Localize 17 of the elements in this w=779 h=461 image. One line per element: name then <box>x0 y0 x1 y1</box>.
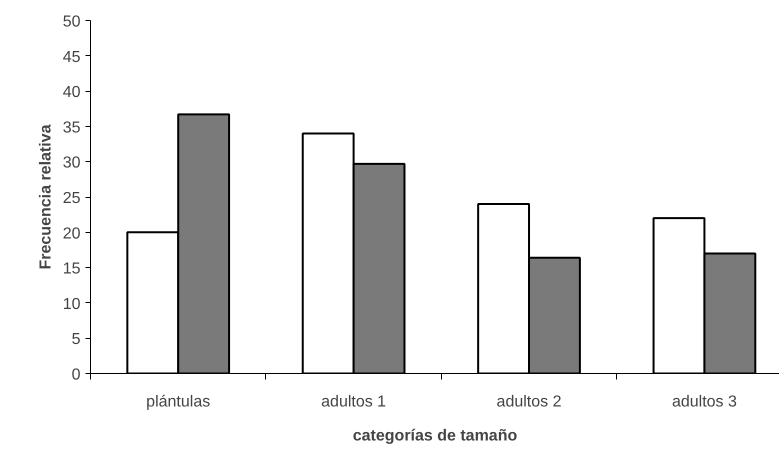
y-tick-label: 35 <box>62 119 81 136</box>
x-tick-label: adultos 3 <box>672 394 737 410</box>
x-tick-label: adultos 1 <box>321 394 386 410</box>
y-tick-label: 30 <box>62 154 81 172</box>
y-tick-label: 0 <box>72 366 81 384</box>
y-tick-label: 40 <box>62 84 81 102</box>
y-tick-label: 45 <box>62 48 81 66</box>
y-tick-label: 25 <box>62 190 81 207</box>
y-axis-title: Frecuencia relativa <box>38 124 55 270</box>
x-axis-title: categorías de tamaño <box>352 428 518 444</box>
y-tick-label: 15 <box>62 260 81 278</box>
y-tick-label: 50 <box>62 14 81 30</box>
x-tick-label: plántulas <box>146 394 210 410</box>
y-tick-label: 10 <box>62 296 81 313</box>
y-tick-label: 20 <box>62 225 81 242</box>
x-tick-label: adultos 2 <box>496 394 562 410</box>
y-tick-label: 5 <box>72 331 81 348</box>
